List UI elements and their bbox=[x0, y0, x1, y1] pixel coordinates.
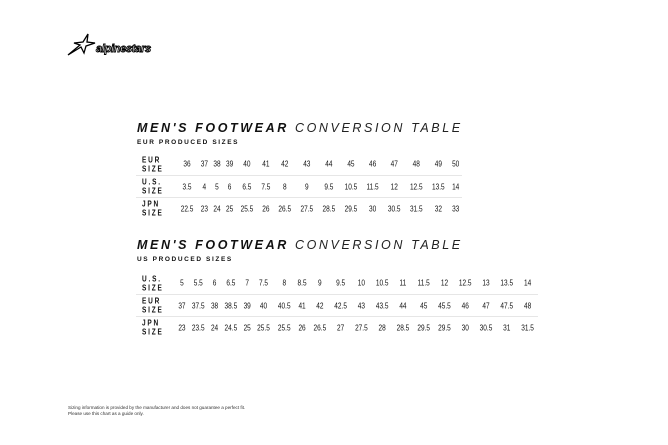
size-cell: 10.5 bbox=[339, 172, 362, 201]
size-cell: 27.5 bbox=[355, 323, 368, 332]
size-cell: 29.5 bbox=[344, 204, 358, 213]
row-label-line: SIZE bbox=[142, 208, 164, 218]
table-row: JPN SIZE 23 23.5 24 24.5 25 25.5 25.5 26 26.5 27 27.… bbox=[136, 317, 538, 339]
size-cell: 45.5 bbox=[434, 291, 455, 320]
size-cell: 30 bbox=[461, 323, 469, 332]
row-label: JPN SIZE bbox=[136, 314, 176, 341]
size-cell: 24 bbox=[210, 323, 219, 332]
size-cell: 8 bbox=[273, 172, 296, 201]
table-row: JPN SIZE 22.5 23 24 25 25.5 26 26.5 27.5 28.5 29.5 3… bbox=[136, 198, 462, 220]
size-cell: 46 bbox=[454, 291, 476, 320]
row-label: U.S. SIZE bbox=[136, 172, 176, 201]
table1-title: MEN'S FOOTWEAR CONVERSION TABLE bbox=[137, 121, 463, 135]
size-cell: 26.5 bbox=[278, 204, 292, 213]
size-cell: 29.5 bbox=[438, 323, 451, 332]
size-cell: 23 bbox=[178, 323, 186, 332]
size-cell: 11.5 bbox=[361, 172, 384, 201]
row-label-line: EUR bbox=[142, 155, 162, 165]
size-cell: 6 bbox=[223, 172, 236, 201]
size-cell: 47.5 bbox=[496, 291, 518, 320]
size-cell: 37.5 bbox=[187, 291, 209, 320]
size-cell: 24.5 bbox=[224, 323, 238, 332]
size-cell: 9.5 bbox=[317, 172, 340, 201]
size-cell: 12 bbox=[383, 172, 406, 201]
size-cell: 27.5 bbox=[300, 204, 314, 213]
size-cell: 31 bbox=[503, 323, 511, 332]
size-cell: 28.5 bbox=[322, 204, 336, 213]
size-cell: 26 bbox=[262, 204, 270, 213]
size-cell: 14 bbox=[449, 172, 462, 201]
size-cell: 3.5 bbox=[176, 172, 199, 201]
size-cell: 30.5 bbox=[387, 204, 401, 213]
row-label-line: SIZE bbox=[142, 327, 164, 337]
size-cell: 40 bbox=[253, 291, 274, 320]
size-cell: 33 bbox=[452, 204, 460, 213]
size-cell: 41 bbox=[294, 291, 310, 320]
table-row: U.S. SIZE 3.5 4 5 6 6.5 7.5 8 9 9.5 10.5 11.5 12 12.5 1… bbox=[136, 172, 462, 201]
size-cell: 12.5 bbox=[405, 172, 428, 201]
size-cell: 31.5 bbox=[409, 204, 423, 213]
size-cell: 38.5 bbox=[220, 291, 242, 320]
size-cell: 32 bbox=[434, 204, 442, 213]
size-cell: 26.5 bbox=[313, 323, 327, 332]
size-cell: 30.5 bbox=[479, 323, 493, 332]
row-label-line: SIZE bbox=[142, 164, 164, 174]
size-cell: 47 bbox=[475, 291, 497, 320]
size-cell: 23 bbox=[200, 204, 208, 213]
size-cell: 26 bbox=[298, 323, 306, 332]
size-cell: 40.5 bbox=[273, 291, 295, 320]
size-cell: 30 bbox=[368, 204, 377, 213]
size-cell: 13.5 bbox=[427, 172, 450, 201]
size-cell: 24 bbox=[213, 204, 221, 213]
row-label-line: SIZE bbox=[142, 283, 164, 293]
table-row: U.S. SIZE 5 5.5 6 6.5 7 7.5 8 8.5 9 9.5 10 10.5 11 11.5… bbox=[136, 270, 538, 298]
disclaimer: Sizing information is provided by the ma… bbox=[68, 405, 246, 416]
size-cell: 39 bbox=[241, 291, 254, 320]
size-cell: 28.5 bbox=[396, 323, 410, 332]
size-cell: 38 bbox=[208, 291, 221, 320]
row-label-line: SIZE bbox=[142, 186, 164, 196]
size-cell: 44 bbox=[392, 291, 414, 320]
row-label: EUR SIZE bbox=[136, 291, 176, 320]
size-cell: 31.5 bbox=[521, 323, 534, 332]
size-cell: 25.5 bbox=[277, 323, 291, 332]
size-cell: 23.5 bbox=[191, 323, 205, 332]
size-cell: 45 bbox=[413, 291, 435, 320]
row-label-line: U.S. bbox=[142, 274, 162, 284]
size-cell: 29.5 bbox=[417, 323, 431, 332]
size-cell: 48 bbox=[517, 291, 538, 320]
table2-subtitle: US PRODUCED SIZES bbox=[137, 256, 233, 263]
size-cell: 25 bbox=[243, 323, 251, 332]
size-cell: 43 bbox=[351, 291, 372, 320]
size-cell: 5 bbox=[210, 172, 224, 201]
row-label-line: SIZE bbox=[142, 305, 164, 315]
size-cell: 42 bbox=[309, 291, 331, 320]
row-label-line: JPN bbox=[142, 318, 161, 328]
row-label-line: U.S. bbox=[142, 177, 162, 187]
size-cell: 25.5 bbox=[257, 323, 270, 332]
row-label-line: EUR bbox=[142, 296, 162, 306]
table-row: EUR SIZE 37 37.5 38 38.5 39 40 40.5 41 42 42.5 43 43.… bbox=[136, 291, 538, 320]
row-label-line: JPN bbox=[142, 199, 161, 209]
size-cell: 43.5 bbox=[371, 291, 393, 320]
table2-title: MEN'S FOOTWEAR CONVERSION TABLE bbox=[137, 238, 463, 252]
size-cell: 25.5 bbox=[240, 204, 254, 213]
size-cell: 6.5 bbox=[235, 172, 258, 201]
svg-text:alpinestars: alpinestars bbox=[96, 43, 151, 55]
table1-subtitle: EUR PRODUCED SIZES bbox=[137, 139, 240, 146]
size-cell: 25 bbox=[225, 204, 234, 213]
size-cell: 7.5 bbox=[257, 172, 274, 201]
size-cell: 4 bbox=[198, 172, 211, 201]
size-cell: 27 bbox=[337, 323, 345, 332]
row-label: JPN SIZE bbox=[136, 195, 176, 222]
size-cell: 42.5 bbox=[330, 291, 352, 320]
size-cell: 37 bbox=[176, 291, 188, 320]
size-cell: 22.5 bbox=[180, 204, 194, 213]
us-produced-sizes-table: U.S. SIZE 5 5.5 6 6.5 7 7.5 8 8.5 9 9.5 10 10.5 11 11.5… bbox=[136, 270, 538, 339]
size-cell: 9 bbox=[295, 172, 318, 201]
alpinestars-logo: alpinestars bbox=[67, 33, 152, 56]
eur-produced-sizes-table: EUR SIZE 36 37 38 39 40 41 42 43 44 45 46 47 48 49 50 U.S… bbox=[136, 151, 462, 220]
size-cell: 28 bbox=[378, 323, 386, 332]
